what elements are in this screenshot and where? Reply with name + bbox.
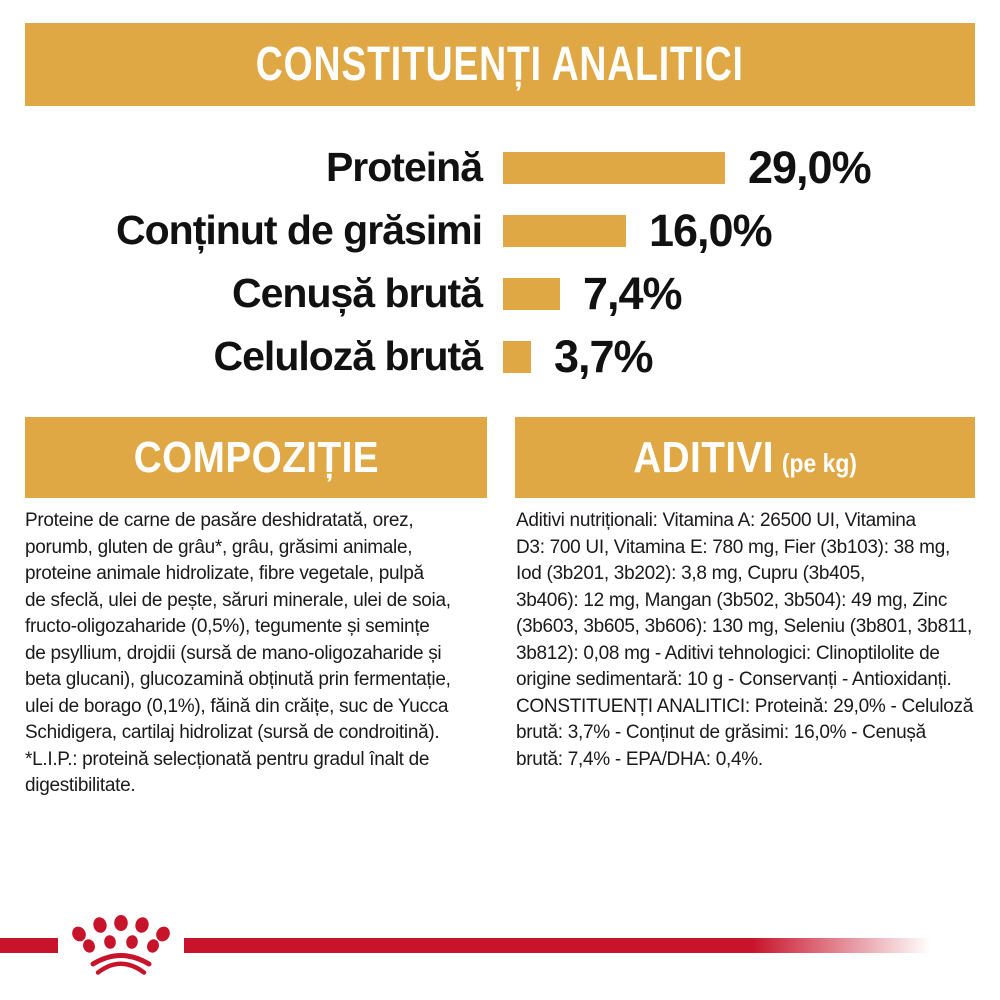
text-line: ulei de borago (0,1%), făină din crăițe,… [25, 695, 449, 717]
text-line: de sfeclă, ulei de pește, săruri mineral… [25, 589, 451, 611]
text-line: *L.I.P.: proteină selecționată pentru gr… [25, 748, 430, 770]
bar-label: Cenușă brută [232, 270, 483, 316]
additives-banner: ADITIVI (pe kg) [515, 417, 975, 498]
page-title: CONSTITUENȚI ANALITICI [256, 38, 744, 91]
text-line: beta glucani), glucozamină obținută prin… [25, 669, 451, 690]
text-line: 3b812): 0,08 mg - Aditivi tehnologici: C… [516, 642, 940, 664]
chart-row: Proteină 29,0% [0, 136, 1000, 199]
text-line: Schidigera, cartilaj hidrolizat (sursă d… [25, 722, 440, 743]
text-line: digestibilitate. [25, 775, 136, 796]
bar-label: Conținut de grăsimi [116, 207, 483, 253]
text-line: porumb, gluten de grâu*, grâu, grăsimi a… [25, 536, 413, 558]
header-banner: CONSTITUENȚI ANALITICI [25, 23, 975, 106]
text-line: 3b406): 12 mg, Mangan (3b502, 3b504): 49… [516, 589, 948, 611]
bar [503, 340, 531, 373]
bar-value: 3,7% [554, 330, 654, 382]
chart-row: Cenușă brută 7,4% [0, 262, 1000, 325]
bar [503, 151, 725, 184]
text-line: Iod (3b201, 3b202): 3,8 mg, Cupru (3b405… [516, 563, 865, 584]
additives-text: Aditivi nutriționali: Vitamina A: 26500 … [516, 508, 994, 773]
text-line: brută: 3,7% - Conținut de grăsimi: 16,0%… [516, 722, 926, 743]
composition-banner: COMPOZIȚIE [25, 417, 487, 498]
text-line: Proteine de carne de pasăre deshidratată… [25, 510, 414, 531]
royal-canin-crown-paw-logo [72, 915, 170, 975]
bar-label: Proteină [325, 144, 483, 190]
bar [503, 277, 560, 310]
bar-label: Celuloză brută [213, 333, 483, 379]
text-line: de psyllium, drojdii (sursă de mano-olig… [25, 642, 442, 664]
text-line: Aditivi nutriționali: Vitamina A: 26500 … [516, 510, 916, 531]
text-line: proteine animale hidrolizate, fibre vege… [25, 563, 424, 584]
analytical-constituents-chart: Proteină 29,0% Conținut de grăsimi 16,0% Cen… [0, 136, 1000, 388]
bar-value: 7,4% [583, 267, 683, 319]
text-line: fructo-oligozaharide (0,5%), tegumente ș… [25, 616, 430, 637]
chart-row: Conținut de grăsimi 16,0% [0, 199, 1000, 262]
text-line: CONSTITUENȚI ANALITICI: Proteină: 29,0% … [516, 695, 973, 717]
text-line: D3: 700 UI, Vitamina E: 780 mg, Fier (3b… [516, 536, 950, 558]
text-line: brută: 7,4% - EPA/DHA: 0,4%. [516, 748, 763, 770]
composition-text: Proteine de carne de pasăre deshidratată… [25, 508, 503, 800]
additives-unit: (pe kg) [781, 447, 857, 478]
additives-heading: ADITIVI [633, 432, 774, 482]
footer-red-band [0, 938, 940, 953]
bar-value: 16,0% [649, 204, 773, 256]
text-line: origine sedimentară: 10 g - Conservanți … [516, 669, 952, 690]
text-line: (3b603, 3b605, 3b606): 130 mg, Seleniu (… [516, 616, 972, 637]
bar [503, 214, 626, 247]
bar-value: 29,0% [748, 141, 872, 193]
chart-row: Celuloză brută 3,7% [0, 325, 1000, 388]
composition-heading: COMPOZIȚIE [133, 432, 379, 482]
